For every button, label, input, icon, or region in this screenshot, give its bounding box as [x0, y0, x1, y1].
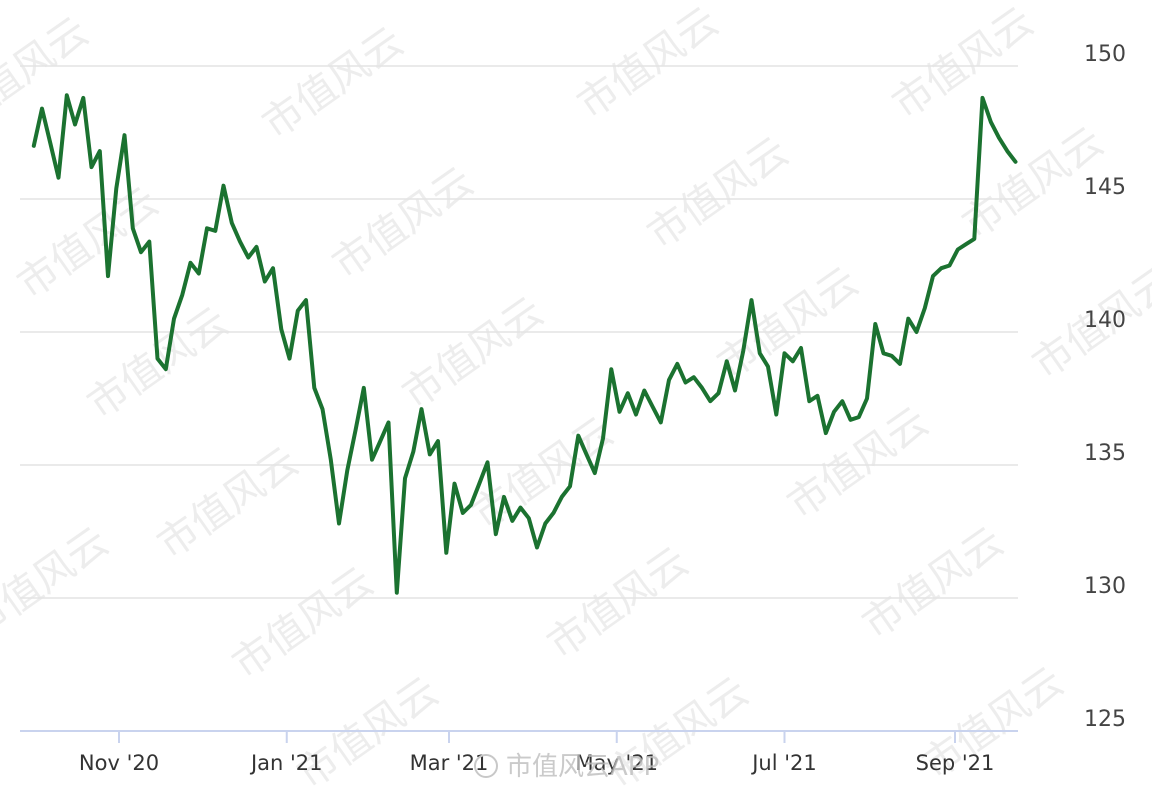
x-tick-label: Sep '21: [916, 751, 995, 775]
y-tick-label: 145: [1084, 175, 1126, 200]
watermark-text: 市值风云: [254, 19, 411, 148]
y-tick-label: 125: [1084, 707, 1126, 732]
brand-watermark: 市值风云APP: [474, 752, 659, 782]
x-tick-label: Jan '21: [249, 751, 323, 775]
price-series-line: [31, 93, 1018, 595]
watermark-text: 市值风云: [9, 179, 166, 308]
x-tick-label: May '21: [575, 751, 658, 775]
watermark-text: 市值风云: [639, 129, 796, 258]
watermark-text: 市值风云: [394, 289, 551, 418]
watermark-text: 市值风云: [569, 0, 726, 128]
watermark-text: 市值风云: [324, 159, 481, 288]
grid-lines: [20, 65, 1018, 599]
y-tick-label: 150: [1084, 42, 1126, 67]
watermark-text: 市值风云: [884, 0, 1041, 128]
x-tick-label: Nov '20: [79, 751, 159, 775]
y-tick-label: 130: [1084, 574, 1126, 599]
watermark-text: 市值风云: [224, 559, 381, 688]
watermark-text: 市值风云: [0, 9, 97, 138]
watermark-text: 市值风云: [709, 259, 866, 388]
y-tick-label: 140: [1084, 308, 1126, 333]
x-tick-label: Jul '21: [750, 751, 817, 775]
watermark-text: 市值风云: [79, 299, 236, 428]
watermark-text: 市值风云: [149, 439, 306, 568]
weibo-logo-icon: [474, 754, 498, 778]
brand-watermark-text: 市值风云APP: [506, 752, 659, 782]
watermark-text: 市值风云: [539, 539, 696, 668]
watermark-text: 市值风云: [854, 519, 1011, 648]
watermark-text: 市值风云: [0, 519, 117, 648]
y-axis: 125 130 135 140 145 150: [1084, 42, 1126, 732]
y-tick-label: 135: [1084, 441, 1126, 466]
